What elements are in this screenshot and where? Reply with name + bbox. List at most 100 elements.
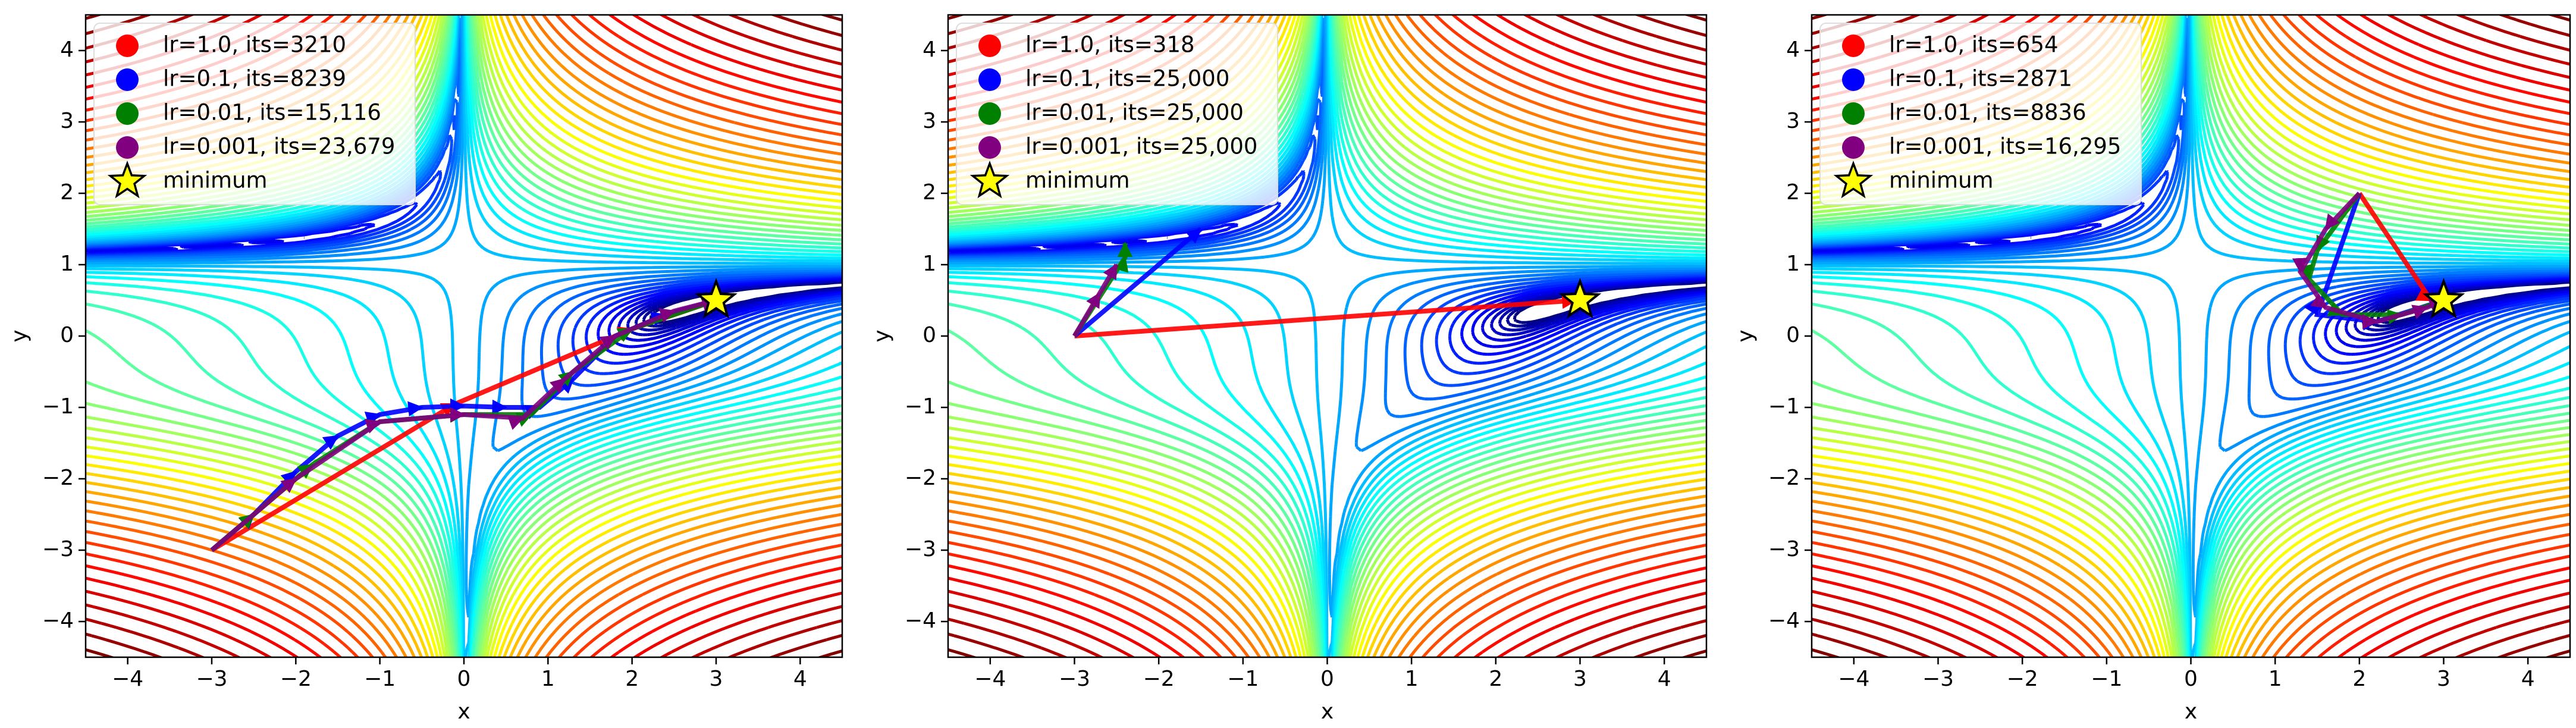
y-tick-label: 4 [923, 37, 936, 62]
legend-marker [978, 34, 1001, 57]
legend: lr=1.0, its=654 lr=0.1, its=2871 lr=0.01, … [1819, 23, 2142, 205]
contour-line [1812, 17, 2570, 453]
contour-line [948, 15, 1706, 657]
y-tick-label: 2 [1786, 180, 1800, 205]
contour-line [1812, 15, 2570, 657]
y-tick-label: 2 [60, 180, 74, 205]
x-tick-label: 2 [625, 667, 639, 691]
legend-marker [978, 102, 1001, 125]
x-tick-label: −4 [974, 667, 1006, 691]
y-tick-label: −2 [1768, 466, 1800, 490]
y-tick-label: 1 [60, 252, 74, 276]
trajectory [210, 296, 718, 553]
y-tick-label: 4 [1786, 37, 1800, 62]
legend-marker [116, 102, 139, 125]
legend-marker [978, 136, 1001, 159]
x-axis-label: x [457, 699, 470, 724]
x-tick-label: −2 [2007, 667, 2038, 691]
legend-star [107, 161, 148, 199]
x-tick-label: −4 [112, 667, 143, 691]
x-tick-label: −3 [1059, 667, 1090, 691]
y-tick-label: 1 [923, 252, 936, 276]
y-tick-label: 1 [1786, 252, 1800, 276]
contour-line [948, 17, 1706, 453]
legend-marker [116, 136, 139, 159]
axes: −4 −3 −2 −1 0 1 2 3 4 −4 −3 −2 −1 0 1 2 3 4 x y lr=1.0, its=… [1733, 14, 2571, 724]
y-tick-label: 3 [1786, 109, 1800, 133]
y-tick-label: 4 [60, 37, 74, 62]
trajectory [210, 297, 718, 553]
legend-label: lr=1.0, its=3210 [163, 32, 346, 58]
legend-marker [978, 68, 1001, 91]
x-tick-label: −2 [280, 667, 312, 691]
x-tick-label: 3 [1573, 667, 1587, 691]
legend-box [93, 23, 416, 205]
y-tick-label: −3 [1768, 537, 1800, 561]
y-tick-label: −4 [1768, 608, 1800, 633]
trajectory [1072, 227, 1203, 338]
y-tick-label: 3 [923, 109, 936, 133]
x-tick-label: 0 [1320, 667, 1334, 691]
x-tick-label: 4 [793, 667, 807, 691]
x-tick-label: −2 [1143, 667, 1175, 691]
x-tick-label: 2 [2352, 667, 2366, 691]
y-tick-label: −3 [905, 537, 936, 561]
legend-marker [1842, 34, 1865, 57]
legend-label: lr=0.1, its=8239 [163, 66, 346, 92]
y-tick-label: −2 [42, 466, 74, 490]
legend-box [956, 23, 1278, 205]
y-tick-label: −4 [905, 608, 936, 633]
contour-line [948, 15, 1706, 657]
axes: −4 −3 −2 −1 0 1 2 3 4 −4 −3 −2 −1 0 1 2 3 4 x y lr=1.0, its=… [7, 14, 843, 724]
legend-marker [1842, 68, 1865, 91]
legend-label: lr=0.01, its=15,116 [163, 100, 381, 125]
x-tick-label: −3 [1922, 667, 1954, 691]
y-axis-label: y [7, 330, 32, 342]
minimum-star [1558, 278, 1602, 319]
y-tick-label: 0 [60, 323, 74, 347]
y-tick-label: −1 [1768, 394, 1800, 419]
legend-label: minimum [163, 168, 268, 193]
x-tick-label: 0 [2184, 667, 2198, 691]
contour-line [948, 15, 1706, 657]
legend-marker [1842, 102, 1865, 125]
contour-line [1812, 15, 2570, 657]
legend: lr=1.0, its=3210 lr=0.1, its=8239 lr=0.01,… [93, 23, 416, 205]
legend-star [969, 161, 1010, 199]
y-tick-label: −4 [42, 608, 74, 633]
legend-label: minimum [1025, 168, 1130, 193]
x-tick-label: −4 [1838, 667, 1869, 691]
trajectories [210, 296, 718, 553]
x-axis-label: x [2185, 699, 2197, 724]
y-tick-label: −3 [42, 537, 74, 561]
contour-line [948, 15, 1706, 657]
x-tick-label: 3 [710, 667, 723, 691]
legend-label: lr=0.01, its=8836 [1889, 100, 2086, 125]
y-tick-label: −2 [905, 466, 936, 490]
contour-line [1812, 15, 2570, 657]
legend-label: minimum [1889, 168, 1994, 193]
legend-label: lr=0.001, its=16,295 [1889, 134, 2121, 159]
legend-star [1833, 161, 1874, 199]
legend-box [1819, 23, 2142, 205]
x-tick-label: −1 [2091, 667, 2122, 691]
legend: lr=1.0, its=318 lr=0.1, its=25,000 lr=0.01… [956, 23, 1278, 205]
trajectory [210, 297, 718, 553]
y-tick-label: 2 [923, 180, 936, 205]
x-tick-label: 3 [2437, 667, 2451, 691]
legend-marker [116, 34, 139, 57]
y-tick-label: 0 [1786, 323, 1800, 347]
legend-label: lr=1.0, its=654 [1889, 32, 2059, 58]
contour-line [1812, 15, 2570, 657]
trajectory [1074, 293, 1577, 338]
y-tick-label: 3 [60, 109, 74, 133]
legend-marker [116, 68, 139, 91]
y-tick-label: −1 [42, 394, 74, 419]
x-tick-label: 2 [1489, 667, 1502, 691]
x-tick-label: 1 [541, 667, 555, 691]
legend-label: lr=0.1, its=25,000 [1025, 66, 1229, 92]
contour-line [948, 15, 1706, 657]
x-tick-label: −1 [1227, 667, 1259, 691]
legend-label: lr=0.01, its=25,000 [1025, 100, 1244, 125]
